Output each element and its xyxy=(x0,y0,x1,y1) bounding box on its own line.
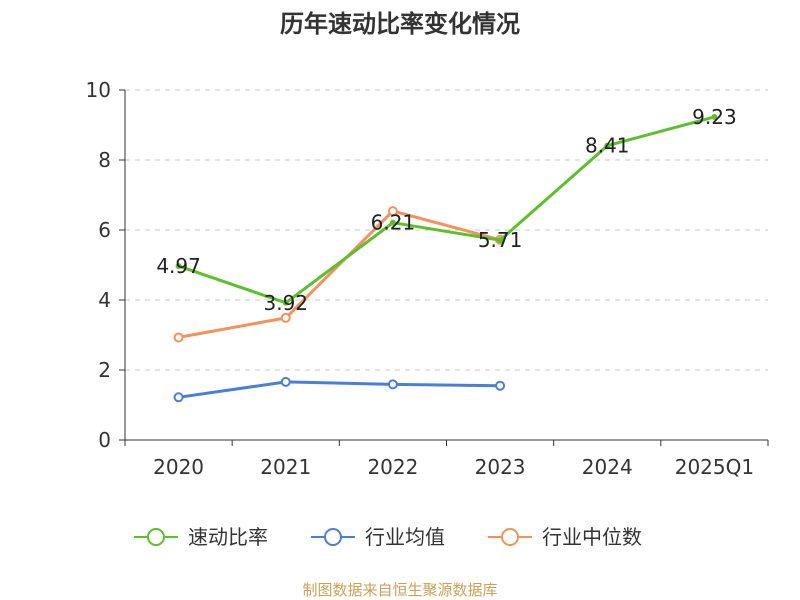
data-point xyxy=(173,392,184,403)
x-tick-label: 2022 xyxy=(367,455,418,479)
y-tick-label: 6 xyxy=(98,218,111,242)
y-tick-label: 2 xyxy=(98,358,111,382)
data-label: 5.71 xyxy=(478,228,523,252)
y-tick-label: 0 xyxy=(98,428,111,452)
x-tick-label: 2021 xyxy=(260,455,311,479)
y-tick-label: 10 xyxy=(86,78,111,102)
data-label: 6.21 xyxy=(371,211,416,235)
data-label: 3.92 xyxy=(263,291,308,315)
x-tick-label: 2024 xyxy=(582,455,633,479)
data-point xyxy=(387,206,398,217)
legend-label: 行业均值 xyxy=(365,525,445,549)
legend-label: 速动比率 xyxy=(188,525,268,549)
data-labels: 4.97 3.92 6.21 5.71 8.41 9.23 xyxy=(156,105,736,315)
series xyxy=(173,113,718,403)
data-point xyxy=(604,142,611,149)
data-point xyxy=(711,113,718,120)
data-point xyxy=(389,219,396,226)
data-label: 9.23 xyxy=(692,105,737,129)
data-label: 8.41 xyxy=(585,134,630,158)
x-tick-label: 2020 xyxy=(153,455,204,479)
data-point xyxy=(175,263,182,270)
legend-label: 行业中位数 xyxy=(542,525,642,549)
legend[interactable]: 速动比率 行业均值 行业中位数 xyxy=(134,525,642,549)
legend-marker-icon xyxy=(147,528,165,546)
y-tick-label: 4 xyxy=(98,288,111,312)
data-point xyxy=(282,299,289,306)
x-tick-label: 2025Q1 xyxy=(675,455,754,479)
data-point xyxy=(280,376,291,387)
data-point xyxy=(497,237,504,244)
legend-item[interactable]: 行业中位数 xyxy=(488,525,642,549)
axes: 0 2 4 6 8 10 2020 2021 2022 2023 2024 2025Q1 xyxy=(86,78,769,479)
data-point xyxy=(173,332,184,343)
legend-marker-icon xyxy=(501,528,519,546)
data-label: 4.97 xyxy=(156,254,201,278)
series-line xyxy=(178,115,715,305)
legend-item[interactable]: 行业均值 xyxy=(311,525,445,549)
data-point xyxy=(387,379,398,390)
y-tick-label: 8 xyxy=(98,148,111,172)
chart-title: 历年速动比率变化情况 xyxy=(280,10,520,38)
x-tick-label: 2023 xyxy=(475,455,526,479)
legend-marker-icon xyxy=(324,528,342,546)
legend-item[interactable]: 速动比率 xyxy=(134,525,268,549)
series-line xyxy=(178,380,501,399)
data-point xyxy=(280,312,291,323)
data-point xyxy=(495,380,506,391)
source-note: 制图数据来自恒生聚源数据库 xyxy=(302,581,497,599)
